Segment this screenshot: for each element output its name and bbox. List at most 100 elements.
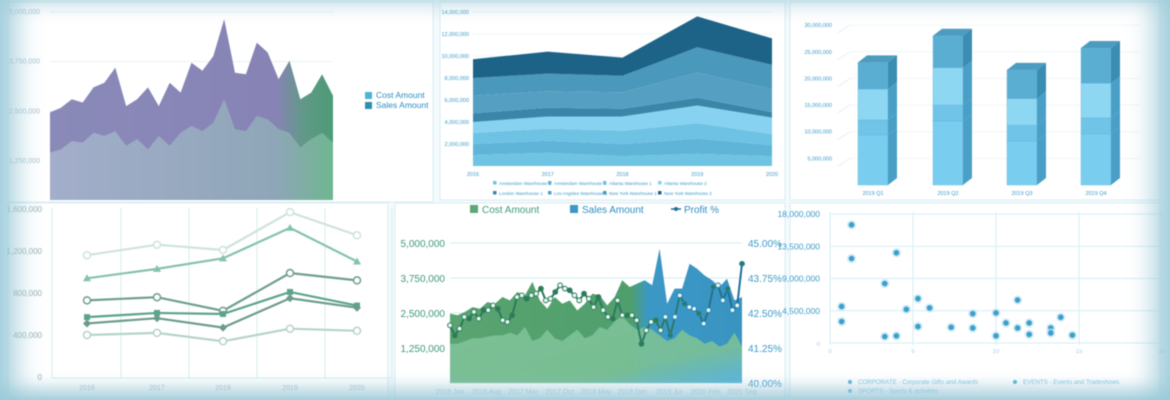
area-layer (473, 97, 772, 122)
data-point (152, 240, 162, 249)
scatter-point (838, 318, 845, 325)
profit-point (595, 294, 602, 300)
bar-side (1111, 76, 1120, 118)
bar-segment (1080, 82, 1112, 119)
legend-swatch (365, 92, 372, 99)
legend-label: London Warehouse 1 (499, 191, 543, 196)
profit-point (571, 292, 578, 299)
y-tick-label: 4,500,000 (782, 306, 820, 316)
legend-marker (848, 380, 852, 384)
profit-point (605, 314, 611, 320)
profit-point (533, 290, 540, 297)
scatter-point (993, 310, 999, 316)
legend-label: SPORTS - Sports & activities (858, 388, 938, 395)
profit-point (447, 322, 453, 329)
scatter-point (848, 255, 855, 262)
profit-point (581, 290, 587, 297)
data-point (218, 337, 228, 346)
y-tick-label: 25,000,000 (804, 50, 832, 56)
profit-point (667, 332, 674, 339)
scatter-point (893, 249, 900, 256)
data-point (83, 319, 91, 328)
x-tick-label: 5 (911, 349, 915, 355)
scatter-point (926, 305, 933, 311)
data-point (353, 303, 361, 312)
y-tick-label: 1,250,000 (401, 344, 446, 355)
sales-cost-area-chart: 1,250,000 2,500,000 3,750,000 5,000,000 Cost… (9, 9, 429, 200)
y2-tick-label: 45.00% (748, 239, 782, 250)
profit-point (509, 312, 516, 319)
profit-point (547, 295, 554, 302)
profit-point (648, 319, 654, 325)
bar-segment (932, 120, 964, 186)
y-tick-label: 8,000,000 (445, 76, 469, 82)
profit-point (643, 327, 650, 334)
bar-segment (1006, 141, 1038, 186)
y2-tick-label: 40.00% (748, 379, 782, 390)
legend-marker (603, 191, 607, 195)
x-tick-label: 2019 Q2 (937, 191, 958, 197)
profit-point (739, 260, 745, 267)
profit-point (490, 302, 496, 309)
bar-top (858, 55, 897, 63)
legend-label: Los Angeles Warehouse 1 (554, 191, 608, 196)
profit-point (696, 310, 702, 317)
profit-point (552, 289, 559, 295)
profit-point (686, 304, 693, 311)
bar-segment (932, 104, 964, 122)
profit-point (471, 308, 477, 315)
legend-label: Sales Amount (582, 205, 644, 216)
profit-point (619, 312, 626, 319)
legend-label: EVENTS - Events and Tradeshows (1023, 379, 1119, 386)
profit-point (700, 320, 707, 327)
x-tick-label: 2019 (282, 385, 298, 392)
profit-point (662, 314, 669, 320)
y-tick-label: 9,000,000 (782, 274, 820, 284)
bar-side (1037, 91, 1046, 126)
scatter-point (915, 295, 921, 302)
x-tick-label: 2016 Jan (436, 389, 465, 396)
data-point (286, 294, 294, 303)
bar-side (888, 127, 897, 185)
data-point (82, 330, 92, 340)
legend-label: New York Warehouse 2 (664, 191, 712, 196)
profit-point (561, 285, 568, 292)
area-cost-amount (450, 315, 742, 383)
x-tick-label: 2018 Dec (618, 389, 648, 396)
data-point (82, 250, 92, 260)
y-tick-label: 30,000,000 (804, 23, 832, 29)
profit-point (461, 314, 468, 320)
legend-marker (493, 181, 497, 185)
y-tick-label: 3,750,000 (401, 274, 446, 285)
yearly-line-chart: 0 400,000 800,000 1,200,000 1,600,000 2016 201… (6, 205, 393, 392)
x-tick-label: 2020 Feb (691, 389, 721, 396)
scatter-point (1014, 325, 1021, 331)
bar-side (963, 98, 972, 122)
area-cost-amount (50, 99, 333, 200)
data-point (285, 268, 295, 278)
bar-top (1007, 62, 1046, 70)
profit-point (710, 284, 717, 290)
legend-marker (1013, 380, 1017, 384)
legend-marker (658, 181, 662, 185)
profit-point (729, 307, 736, 314)
y-tick-label: 12,000,000 (441, 32, 469, 38)
data-point (353, 257, 361, 265)
data-point (83, 274, 91, 282)
bar-segment (857, 119, 889, 136)
gridline (837, 51, 851, 61)
legend-swatch (570, 205, 578, 213)
profit-point (676, 292, 683, 299)
legend-label: Atlanta Warehouse 1 (609, 181, 652, 186)
legend-label: Sales Amount (376, 100, 429, 110)
scatter-point (881, 280, 888, 287)
bar-segment (857, 62, 889, 90)
bar-segment (1006, 69, 1038, 99)
y-tick-label: 4,000,000 (445, 120, 469, 126)
legend-swatch (470, 205, 478, 213)
profit-point (542, 297, 549, 304)
scatter-point (969, 325, 976, 331)
scatter-point (881, 333, 888, 340)
data-point (287, 288, 293, 295)
x-tick-label: 2017 (149, 385, 165, 392)
